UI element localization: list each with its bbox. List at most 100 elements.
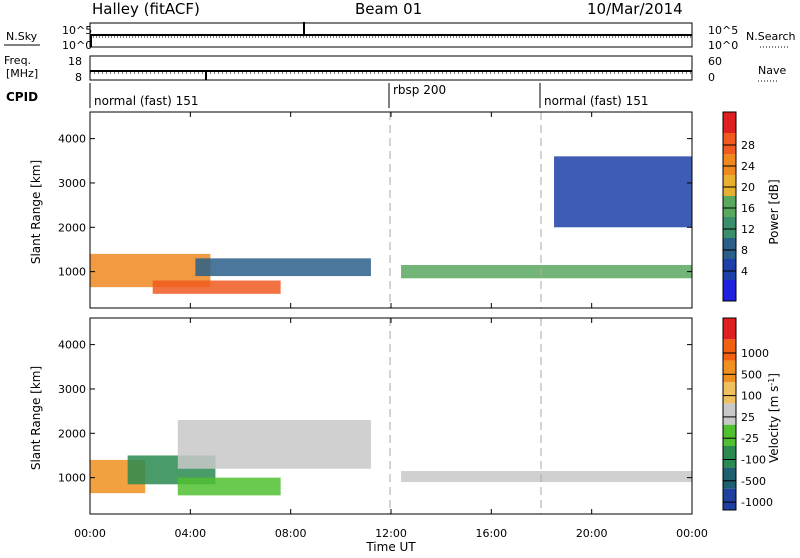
freq-frame (89, 55, 693, 81)
time-tick-label: 00:00 (676, 527, 708, 540)
cpid-segment-1-label: normal (fast) 151 (94, 94, 198, 108)
velocity-label-main: Velocity [m s (767, 386, 781, 463)
cpid-strip: CPID normal (fast) 151 rbsp 200 normal (… (6, 83, 648, 108)
power-region-4 (554, 156, 692, 228)
velocity_colorbar-tick-label: 1000 (741, 347, 769, 360)
velocity-y-ticks: 4000 3000 2000 1000 (58, 339, 692, 485)
velocity_colorbar-swatch (723, 318, 736, 340)
power_colorbar-tick-label: 24 (741, 160, 755, 173)
time-tick-label: 00:00 (74, 527, 106, 540)
velocity-panel: 4000 3000 2000 1000 Slant Range [km] (29, 317, 693, 515)
velocity-region-3 (177, 419, 371, 469)
nsky-left-tick-top: 10^5 (62, 24, 92, 37)
velocity_colorbar-tick-label: 500 (741, 368, 762, 381)
nsky-label: N.Sky (6, 30, 38, 43)
nave-label: Nave (758, 64, 786, 77)
velocity-colorbar-label: Velocity [m s-1] (767, 373, 781, 463)
time-tick-label: 16:00 (475, 527, 507, 540)
beam-title: Beam 01 (355, 0, 422, 18)
cpid-segment-3-label: normal (fast) 151 (544, 94, 648, 108)
velocity_colorbar-swatch (723, 382, 736, 404)
freq-label-line1: Freq. (4, 54, 31, 67)
time-axis-label: Time UT (365, 540, 416, 554)
cpid-label: CPID (6, 90, 38, 104)
power_colorbar-swatch (723, 175, 736, 196)
power_colorbar-swatch (723, 238, 736, 259)
cpid-segment-2-label: rbsp 200 (393, 83, 446, 97)
power_colorbar-tick-label: 16 (741, 202, 755, 215)
y-tick-label: 4000 (58, 339, 86, 352)
nsky-left-tick-bottom: 10^0 (62, 39, 92, 52)
time-tick-label: 08:00 (275, 527, 307, 540)
power_colorbar-swatch (723, 259, 736, 280)
time-tick-label: 12:00 (375, 527, 407, 540)
time-axis: 00:00 04:00 08:00 12:00 16:00 20:00 00:00 (74, 112, 708, 540)
power_colorbar-tick-label: 8 (741, 244, 748, 257)
y-tick-label: 1000 (58, 266, 86, 279)
nsearch-label: N.Search (746, 30, 796, 43)
power_colorbar-swatch (723, 133, 736, 154)
time-tick-label: 04:00 (174, 527, 206, 540)
power-region-3 (401, 264, 692, 279)
y-tick-label: 2000 (58, 427, 86, 440)
velocity_colorbar-tick-label: -500 (741, 475, 766, 488)
velocity_colorbar-tick-label: 25 (741, 411, 755, 424)
velocity_colorbar-tick-label: 100 (741, 390, 762, 403)
velocity_colorbar-frame (722, 317, 737, 511)
velocity-region-2 (177, 477, 281, 496)
power_colorbar-swatch (723, 217, 736, 238)
velocity_colorbar-tick-label: -25 (741, 432, 759, 445)
velocity_colorbar-swatch (723, 488, 736, 510)
power-y-axis-label: Slant Range [km] (29, 160, 43, 264)
date-title: 10/Mar/2014 (587, 0, 683, 18)
power_colorbar-frame (722, 111, 737, 302)
velocity_colorbar-swatch (723, 467, 736, 489)
power_colorbar-swatch (723, 112, 736, 133)
power_colorbar-swatch (723, 154, 736, 175)
y-tick-label: 2000 (58, 221, 86, 234)
frequency-panel: Freq. [MHz] 18 8 60 0 Nave (4, 54, 786, 84)
power_colorbar-tick-label: 28 (741, 139, 755, 152)
nsky-right-tick-bottom: 10^0 (708, 39, 738, 52)
y-tick-label: 4000 (58, 133, 86, 146)
power_colorbar-swatch (723, 196, 736, 217)
power-region-2 (195, 258, 371, 277)
power_colorbar-tick-label: 12 (741, 223, 755, 236)
velocity_colorbar-swatch (723, 360, 736, 382)
power-colorbar: 28 24 20 16 12 8 4 (722, 111, 755, 302)
power-regions (90, 156, 692, 294)
velocity_colorbar-swatch (723, 339, 736, 361)
power-panel: 4000 3000 2000 1000 Slant Range [km] (29, 111, 693, 309)
velocity_colorbar-tick-label: -100 (741, 454, 766, 467)
power-colorbar-label: Power [dB] (767, 179, 781, 244)
velocity-regions (90, 419, 692, 496)
power-region-1 (152, 280, 281, 294)
freq-left-tick-bottom: 8 (75, 71, 82, 84)
velocity_colorbar-swatch (723, 403, 736, 425)
freq-label-line2: [MHz] (6, 67, 38, 80)
time-tick-label: 20:00 (576, 527, 608, 540)
velocity-label-sup: -1 (767, 378, 776, 386)
nsky-right-tick-top: 10^5 (708, 24, 738, 37)
velocity_colorbar-tick-label: -1000 (741, 496, 773, 509)
velocity-region-4 (401, 470, 692, 483)
noise-panel: N.Sky 10^5 10^0 10^5 10^0 N.Search (4, 22, 796, 52)
velocity-y-axis-label: Slant Range [km] (29, 366, 43, 470)
velocity-label-end: ] (767, 373, 781, 378)
velocity_colorbar-swatch (723, 424, 736, 446)
freq-left-tick-top: 18 (68, 55, 82, 68)
power_colorbar-tick-label: 4 (741, 265, 748, 278)
y-tick-label: 3000 (58, 383, 86, 396)
y-tick-label: 1000 (58, 472, 86, 485)
power_colorbar-tick-label: 20 (741, 181, 755, 194)
station-title: Halley (fitACF) (92, 0, 200, 18)
nave-right-tick-top: 60 (708, 55, 722, 68)
y-tick-label: 3000 (58, 177, 86, 190)
power-y-ticks: 4000 3000 2000 1000 (58, 133, 692, 279)
velocity-colorbar: 1000 500 100 25 -25 -100 -500 -1000 (722, 317, 773, 511)
nave-right-tick-bottom: 0 (708, 71, 715, 84)
power_colorbar-swatch (723, 280, 736, 301)
velocity_colorbar-swatch (723, 446, 736, 468)
